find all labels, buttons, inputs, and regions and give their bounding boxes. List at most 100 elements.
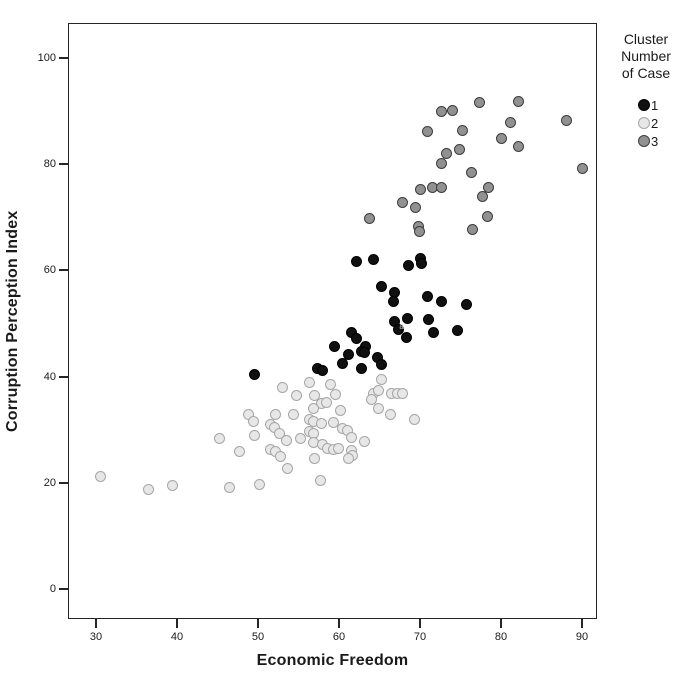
x-tick-mark: [419, 619, 421, 628]
data-point-cluster-3: [473, 96, 485, 108]
x-tick-mark: [500, 619, 502, 628]
y-tick-mark: [59, 481, 68, 484]
y-tick-label: 80: [43, 158, 56, 171]
data-point-cluster-3: [413, 226, 425, 238]
data-point-cluster-2: [282, 462, 294, 474]
legend-swatch-icon: [638, 99, 650, 111]
point-annotation: a: [399, 321, 404, 331]
plot-area: [68, 23, 597, 619]
data-point-cluster-2: [143, 483, 155, 495]
data-point-cluster-2: [275, 450, 287, 462]
data-point-cluster-2: [316, 417, 328, 429]
data-point-cluster-2: [335, 405, 347, 417]
data-point-cluster-1: [249, 368, 261, 380]
data-point-cluster-2: [269, 408, 281, 420]
data-point-cluster-2: [321, 396, 333, 408]
legend-title-line: Number: [621, 48, 671, 64]
data-point-cluster-3: [364, 213, 376, 225]
data-point-cluster-3: [513, 141, 525, 153]
data-point-cluster-2: [408, 413, 420, 425]
data-point-cluster-2: [254, 478, 266, 490]
data-point-cluster-2: [274, 427, 286, 439]
data-point-cluster-1: [367, 254, 379, 266]
data-point-cluster-1: [451, 324, 463, 336]
legend-title-line: of Case: [621, 65, 671, 81]
data-point-cluster-1: [392, 323, 404, 335]
data-point-cluster-3: [435, 182, 447, 194]
data-point-cluster-1: [421, 290, 433, 302]
legend-item-1: 1: [606, 96, 686, 114]
y-tick-mark: [59, 375, 68, 378]
data-point-cluster-2: [332, 442, 344, 454]
data-point-cluster-2: [233, 445, 245, 457]
data-point-cluster-2: [314, 474, 326, 486]
data-point-cluster-2: [247, 415, 259, 427]
y-tick-label: 20: [43, 476, 56, 489]
data-point-cluster-1: [336, 357, 348, 369]
x-tick-mark: [95, 619, 97, 628]
data-point-cluster-2: [345, 431, 357, 443]
data-point-cluster-2: [384, 408, 396, 420]
x-tick-mark: [176, 619, 178, 628]
data-point-cluster-2: [224, 481, 236, 493]
data-point-cluster-1: [428, 327, 440, 339]
legend-item-2: 2: [606, 114, 686, 132]
data-point-cluster-1: [461, 298, 473, 310]
data-point-cluster-3: [454, 144, 466, 156]
data-point-cluster-2: [373, 402, 385, 414]
x-tick-mark: [338, 619, 340, 628]
data-point-cluster-3: [513, 95, 525, 107]
data-point-cluster-2: [359, 435, 371, 447]
data-point-cluster-1: [387, 296, 399, 308]
data-point-cluster-3: [561, 114, 573, 126]
data-point-cluster-2: [396, 388, 408, 400]
data-point-cluster-2: [249, 430, 261, 442]
y-tick-label: 100: [37, 52, 56, 64]
data-point-cluster-3: [409, 202, 421, 214]
legend-title: Cluster Number of Case: [606, 31, 686, 82]
data-point-cluster-1: [328, 340, 340, 352]
data-point-cluster-1: [400, 331, 412, 343]
legend-item-3: 3: [606, 132, 686, 150]
legend-title-line: Cluster: [623, 31, 669, 47]
data-point-cluster-1: [375, 358, 387, 370]
data-point-cluster-3: [467, 224, 479, 235]
data-point-cluster-2: [324, 379, 336, 391]
data-point-cluster-3: [421, 126, 433, 138]
x-tick-label: 70: [413, 631, 427, 643]
x-tick-label: 60: [332, 631, 346, 643]
data-point-cluster-3: [441, 147, 453, 159]
data-point-cluster-1: [351, 332, 363, 344]
x-tick-mark: [257, 619, 259, 628]
data-point-cluster-1: [356, 363, 368, 375]
data-point-cluster-1: [403, 260, 415, 272]
data-point-cluster-3: [495, 133, 507, 145]
data-point-cluster-2: [214, 432, 226, 444]
data-point-cluster-1: [376, 280, 388, 292]
x-tick-label: 50: [251, 631, 265, 643]
data-point-cluster-2: [95, 470, 107, 482]
data-point-cluster-1: [435, 296, 447, 308]
data-point-cluster-1: [317, 364, 329, 376]
data-point-cluster-1: [422, 313, 434, 325]
legend-swatch-icon: [638, 135, 650, 147]
data-point-cluster-2: [309, 389, 321, 401]
data-point-cluster-2: [327, 416, 339, 428]
data-point-cluster-2: [290, 389, 302, 401]
data-point-cluster-1: [351, 255, 363, 267]
data-point-cluster-2: [304, 376, 316, 388]
data-point-cluster-2: [330, 388, 342, 400]
legend-item-label: 1: [651, 97, 659, 113]
data-point-cluster-2: [365, 394, 377, 406]
legend-items: 1 2 3: [606, 96, 686, 150]
data-point-cluster-2: [295, 432, 307, 444]
data-point-cluster-1: [343, 348, 355, 360]
x-axis-title: Economic Freedom: [256, 652, 409, 669]
data-point-cluster-3: [483, 182, 495, 194]
data-point-cluster-3: [505, 117, 517, 129]
legend-swatch-icon: [638, 117, 650, 129]
data-point-cluster-2: [308, 402, 320, 414]
data-point-cluster-2: [280, 434, 292, 446]
legend-item-label: 2: [651, 115, 659, 131]
